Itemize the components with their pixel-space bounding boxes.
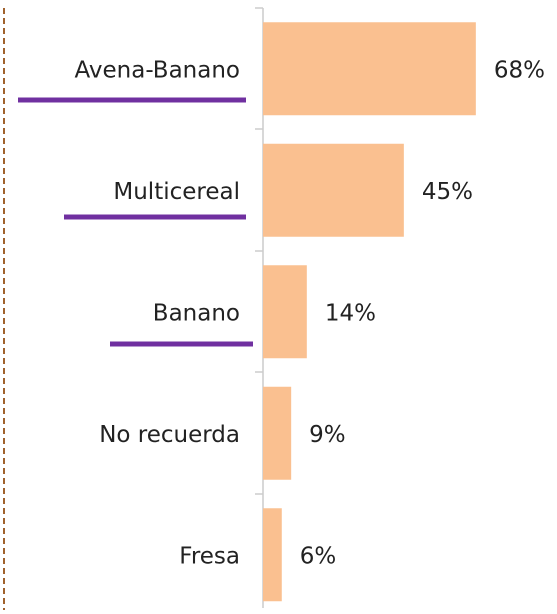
bar (263, 265, 307, 359)
bar (263, 386, 292, 480)
axis-separators (255, 7, 263, 495)
bar (263, 22, 476, 116)
bar (263, 143, 404, 237)
category-label: No recuerda (99, 422, 240, 448)
category-label: Multicereal (113, 179, 240, 205)
category-label: Banano (153, 300, 240, 326)
value-label: 9% (309, 422, 346, 448)
bar (263, 508, 282, 602)
value-label: 45% (422, 179, 473, 205)
category-label: Avena-Banano (75, 57, 241, 83)
value-label: 6% (300, 543, 337, 569)
highlight-underlines (18, 97, 253, 347)
value-label: 68% (494, 57, 545, 83)
value-label: 14% (325, 300, 376, 326)
category-label: Fresa (179, 543, 240, 569)
